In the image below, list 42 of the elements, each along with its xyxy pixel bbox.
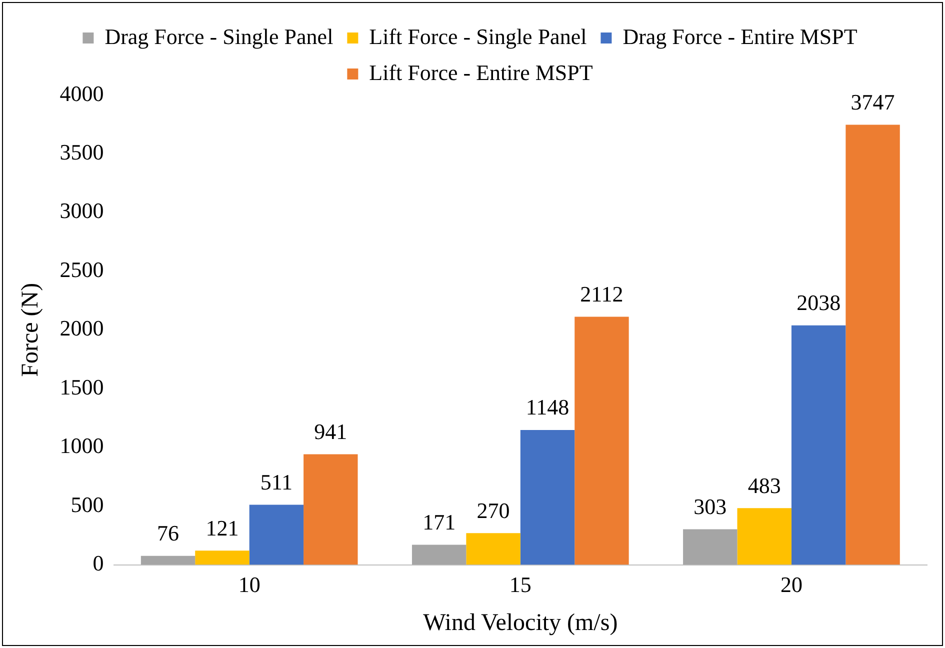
legend-label: Lift Force - Entire MSPT bbox=[369, 60, 594, 85]
y-tick-label: 0 bbox=[92, 550, 104, 576]
data-label: 303 bbox=[694, 494, 727, 519]
bar bbox=[466, 533, 520, 565]
data-label: 76 bbox=[157, 520, 180, 546]
bar bbox=[846, 124, 900, 565]
data-label: 3747 bbox=[850, 89, 895, 114]
y-tick-label: 4000 bbox=[60, 80, 104, 106]
bar bbox=[304, 454, 358, 565]
y-tick-label: 1000 bbox=[60, 433, 104, 458]
bar bbox=[737, 508, 792, 565]
y-tick-label: 3500 bbox=[60, 140, 104, 165]
data-label: 941 bbox=[314, 419, 348, 444]
y-tick-label: 2500 bbox=[60, 256, 104, 282]
x-tick-label: 10 bbox=[238, 572, 260, 597]
x-axis-title: Wind Velocity (m/s) bbox=[423, 610, 618, 636]
y-tick-label: 1500 bbox=[60, 374, 104, 400]
legend-label: Drag Force - Single Panel bbox=[104, 24, 334, 49]
data-label: 1148 bbox=[526, 394, 570, 420]
data-label: 270 bbox=[476, 498, 510, 523]
bar bbox=[683, 529, 738, 565]
bar bbox=[520, 430, 575, 565]
data-label: 2038 bbox=[796, 290, 841, 316]
y-tick-label: 2000 bbox=[60, 316, 104, 341]
bar bbox=[791, 325, 846, 565]
bar bbox=[412, 544, 466, 565]
data-label: 2112 bbox=[580, 282, 624, 307]
y-tick-label: 500 bbox=[70, 492, 104, 517]
y-axis-title: Force (N) bbox=[18, 282, 44, 377]
x-tick-label: 15 bbox=[509, 572, 532, 597]
bar bbox=[195, 550, 250, 565]
y-tick-label: 3000 bbox=[60, 198, 104, 224]
legend-label: Lift Force - Single Panel bbox=[369, 24, 587, 49]
bar bbox=[574, 316, 629, 565]
data-label: 511 bbox=[260, 470, 293, 495]
bar bbox=[249, 504, 304, 565]
x-tick-label: 20 bbox=[780, 572, 802, 597]
bar bbox=[140, 556, 196, 565]
data-label: 171 bbox=[422, 509, 456, 534]
legend-label: Drag Force - Entire MSPT bbox=[622, 24, 858, 49]
data-label: 483 bbox=[748, 472, 781, 498]
data-label: 121 bbox=[206, 515, 239, 540]
